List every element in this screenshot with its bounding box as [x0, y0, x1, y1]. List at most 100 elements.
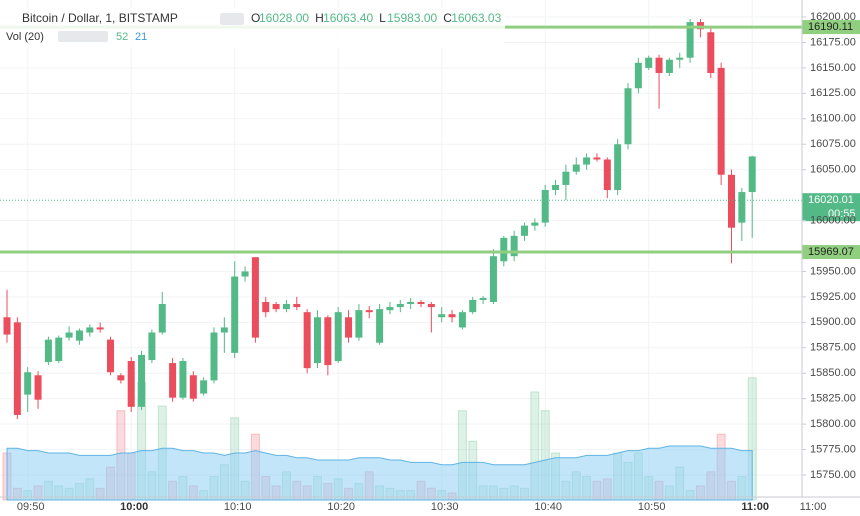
ohlc-key: O — [251, 11, 260, 25]
x-tick-label: 10:20 — [327, 501, 355, 513]
symbol-title: Bitcoin / Dollar, 1, BITSTAMP — [22, 11, 178, 25]
candle-body — [593, 157, 601, 160]
ohlc-value: 15983.00 — [387, 11, 437, 25]
candle-body — [96, 327, 104, 330]
candles — [3, 19, 756, 420]
candle-body — [748, 156, 756, 193]
candle-body — [541, 190, 549, 223]
y-tick-label: 16150.00 — [810, 62, 856, 74]
candle-body — [86, 327, 94, 333]
candle-body — [65, 332, 73, 338]
candle-body — [231, 276, 239, 353]
y-tick-label: 16000.00 — [810, 214, 856, 226]
candle-body — [655, 57, 663, 73]
ohlc-value: 16028.00 — [259, 11, 309, 25]
candle-body — [314, 317, 321, 364]
candle-body — [303, 312, 311, 369]
x-tick-label: 10:10 — [224, 501, 252, 513]
candle-body — [562, 171, 570, 185]
candle-body — [417, 301, 425, 305]
candle-body — [614, 144, 622, 191]
x-tick-label: 10:50 — [638, 501, 666, 513]
level-label: 15969.07 — [808, 246, 854, 258]
candle-body — [645, 57, 653, 68]
y-tick-label: 15900.00 — [810, 316, 856, 328]
axes: 16200.00 16175.00 16150.00 16125.00 16100.00… — [17, 11, 856, 513]
y-tick-label: 16200.00 — [810, 11, 856, 23]
candle-body — [458, 312, 466, 328]
candle-body — [117, 375, 125, 381]
y-tick-label: 15825.00 — [810, 393, 856, 405]
candle-body — [427, 304, 435, 308]
candle-body — [127, 361, 135, 407]
candle-body — [24, 372, 32, 395]
countdown-label: 00:55 — [828, 208, 856, 220]
candle-body — [738, 192, 746, 223]
y-tick-label: 15750.00 — [810, 469, 856, 481]
candle-body — [148, 332, 156, 361]
x-tick-label: 10:00 — [120, 501, 148, 513]
ohlc-key: L — [379, 11, 386, 25]
x-tick-label: 10:30 — [431, 501, 459, 513]
volume-ma-value: 21 — [135, 31, 147, 43]
candle-body — [3, 317, 11, 335]
candle-body — [158, 304, 166, 333]
candle-body — [624, 88, 632, 145]
candle-body — [572, 164, 580, 172]
candle-body — [13, 322, 21, 415]
y-tick-label: 15775.00 — [810, 443, 856, 455]
ohlc-value: 16063.40 — [323, 11, 373, 25]
x-axis-end-label: 11:00 — [800, 501, 827, 513]
volume-icons — [58, 31, 108, 42]
candle-body — [293, 304, 301, 308]
candle-body — [75, 330, 83, 341]
candle-body — [210, 332, 218, 381]
candle-body — [179, 361, 187, 398]
volume-value: 52 — [116, 31, 128, 43]
candle-body — [407, 301, 415, 305]
x-tick-label: 09:50 — [17, 501, 45, 513]
ohlc-value: 16063.03 — [451, 11, 501, 25]
y-tick-label: 16175.00 — [810, 36, 856, 48]
candle-body — [138, 354, 146, 407]
grid — [0, 0, 802, 497]
current-price-label: 16020.01 — [808, 194, 854, 206]
x-tick-label: 11:00 — [741, 501, 769, 513]
candle-body — [500, 237, 508, 262]
candle-body — [189, 375, 197, 399]
candle-body — [262, 301, 270, 313]
candle-body — [251, 257, 259, 338]
candle-body — [345, 317, 353, 338]
candle-body — [220, 327, 228, 333]
y-tick-label: 16100.00 — [810, 113, 856, 125]
candle-body — [365, 310, 373, 313]
candle-body — [34, 375, 42, 400]
candle-body — [324, 317, 332, 366]
candle-body — [44, 339, 52, 363]
candle-body — [479, 297, 487, 300]
candle-body — [386, 307, 394, 311]
ohlc-key: C — [443, 11, 452, 25]
candle-body — [376, 309, 384, 343]
candle-body — [583, 157, 591, 165]
candle-body — [334, 312, 342, 362]
x-tick-label: 10:40 — [534, 501, 562, 513]
y-tick-label: 15875.00 — [810, 342, 856, 354]
candle-body — [728, 174, 735, 228]
level-label-box — [802, 245, 860, 260]
candle-body — [355, 310, 363, 338]
candle-body — [438, 314, 446, 318]
candle-body — [634, 62, 642, 89]
candle-body — [552, 184, 560, 191]
level-label-box — [802, 20, 860, 35]
volume-title: Vol (20) — [6, 31, 44, 43]
current-price-box — [802, 193, 860, 222]
candle-body — [686, 22, 694, 58]
candle-body — [717, 67, 725, 175]
y-tick-label: 15850.00 — [810, 367, 856, 379]
candle-body — [272, 304, 280, 310]
candle-body — [707, 32, 715, 73]
candle-body — [107, 339, 114, 373]
